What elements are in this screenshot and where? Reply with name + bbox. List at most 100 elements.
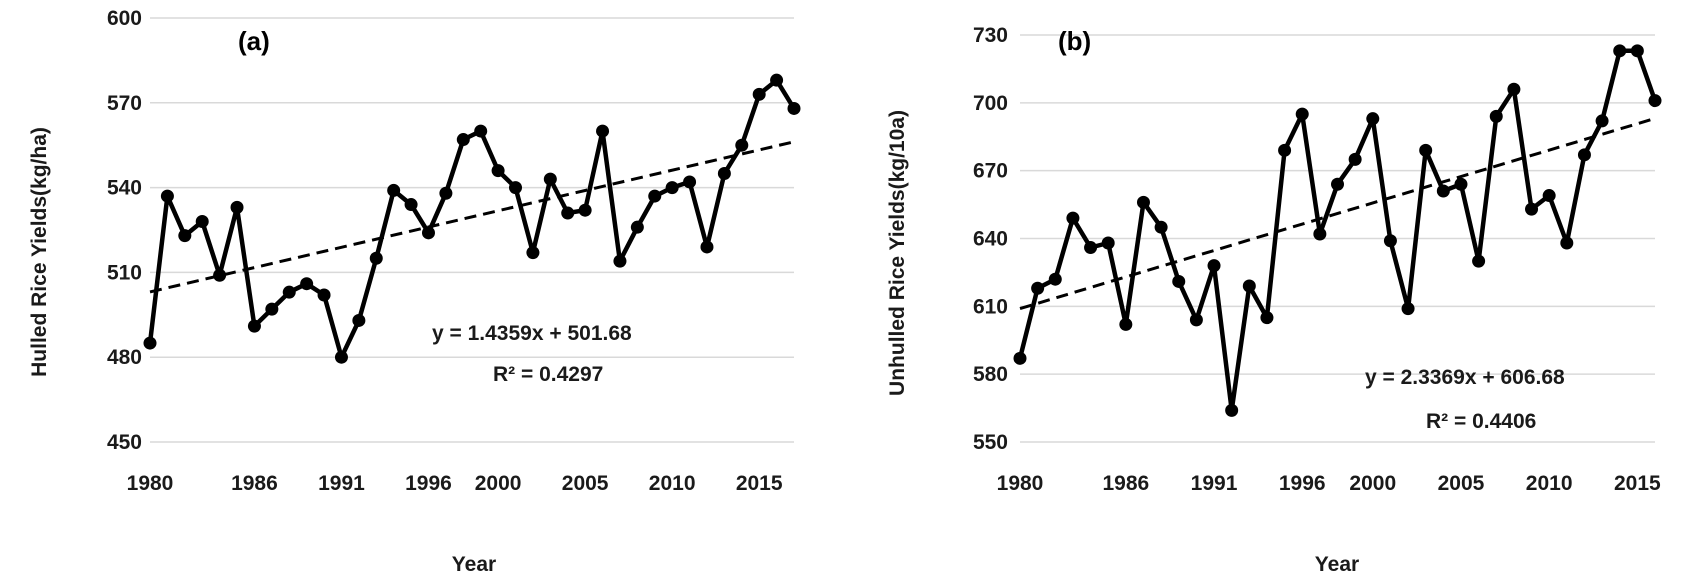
data-point [1207,259,1221,273]
x-tick-label: 1991 [1191,472,1238,495]
gridlines-a [150,17,794,443]
series-line [1017,48,1658,413]
trendline-b [1019,116,1656,311]
x-tick-label: 2010 [649,472,696,495]
data-point [1189,313,1203,327]
x-tick-label: 1991 [318,472,365,495]
x-tick-label: 2015 [736,472,783,495]
x-tick-labels-b: 1980 1986 1991 1996 2000 2005 2010 2015 [997,472,1661,495]
data-point [1595,114,1609,128]
x-tick-label: 1996 [1279,472,1326,495]
data-point [1031,281,1045,295]
data-point [1419,143,1433,157]
data-point [1172,274,1186,288]
data-point [1260,311,1274,325]
panel-label-b: (b) [1058,26,1091,56]
y-tick-label: 670 [973,160,1008,183]
chart-panel-a: 450 480 510 540 570 600 1980 1986 1991 1996 2000 2… [28,7,801,576]
data-point [630,220,644,234]
data-point [665,181,679,195]
x-axis-title-a: Year [452,553,496,576]
trendline [149,140,795,294]
x-tick-label: 1986 [1102,472,1149,495]
data-point [509,181,523,195]
x-tick-label: 2010 [1526,472,1573,495]
data-point [1313,227,1327,241]
x-tick-labels-a: 1980 1986 1991 1996 2000 2005 2010 2015 [127,472,783,495]
y-tick-label: 640 [973,228,1008,251]
y-tick-label: 550 [973,431,1008,454]
data-point [1560,236,1574,250]
panel-label-a: (a) [238,26,270,56]
data-point [300,277,314,291]
data-point [1278,143,1292,157]
data-point [1225,403,1239,417]
data-point [596,124,610,138]
data-point [561,206,575,220]
data-point [787,101,801,115]
data-point [700,240,714,254]
data-point [735,138,749,152]
y-tick-label: 450 [107,431,142,454]
data-point [491,164,505,178]
data-point [1383,234,1397,248]
data-point [1507,82,1521,96]
data-point [648,189,662,203]
data-point [1648,94,1662,108]
data-point [717,166,731,180]
y-tick-label: 580 [973,363,1008,386]
data-point [1119,317,1133,331]
chart-panel-b: 550 580 610 640 670 700 730 1980 1986 1991 1996 20… [886,24,1662,576]
data-point [1154,220,1168,234]
data-point [1066,211,1080,225]
data-point [578,203,592,217]
data-point [1101,236,1115,250]
series-a [143,73,801,364]
data-point [613,254,627,268]
series-line [147,77,796,360]
data-point [195,215,209,229]
data-point [369,251,383,265]
x-tick-label: 2005 [562,472,609,495]
data-point [247,319,261,333]
data-point [456,133,470,147]
y-tick-label: 510 [107,261,142,284]
data-point [230,200,244,214]
data-point [143,336,157,350]
data-point [1472,254,1486,268]
y-tick-labels-b: 550 580 610 640 670 700 730 [973,24,1008,454]
data-point [1542,189,1556,203]
y-tick-label: 540 [107,177,142,200]
y-tick-labels-a: 450 480 510 540 570 600 [107,7,142,454]
y-tick-label: 700 [973,92,1008,115]
data-point [683,175,697,189]
x-tick-label: 2005 [1438,472,1485,495]
data-point [439,186,453,200]
x-tick-label: 1986 [231,472,278,495]
data-point [317,288,331,302]
x-axis-title-b: Year [1315,553,1359,576]
trend-equation-b: y = 2.3369x + 606.68 [1365,366,1565,389]
x-tick-label: 2000 [475,472,522,495]
x-tick-label: 1980 [127,472,174,495]
data-point [387,183,401,197]
x-tick-label: 1980 [997,472,1044,495]
data-point [1295,107,1309,121]
y-tick-label: 480 [107,346,142,369]
x-tick-label: 2000 [1349,472,1396,495]
data-point [1348,152,1362,166]
y-tick-label: 730 [973,24,1008,47]
y-axis-title-b: Unhulled Rice Yields(kg/10a) [886,110,909,396]
x-tick-label: 2015 [1614,472,1661,495]
y-tick-label: 610 [973,295,1008,318]
data-point [404,198,418,212]
data-point [543,172,557,186]
data-point [770,73,784,87]
y-tick-label: 570 [107,92,142,115]
data-point [178,229,192,243]
trend-equation-a: y = 1.4359x + 501.68 [432,322,632,345]
data-point [160,189,174,203]
data-point [352,313,366,327]
data-point [1084,241,1098,255]
trendline [1019,116,1656,311]
